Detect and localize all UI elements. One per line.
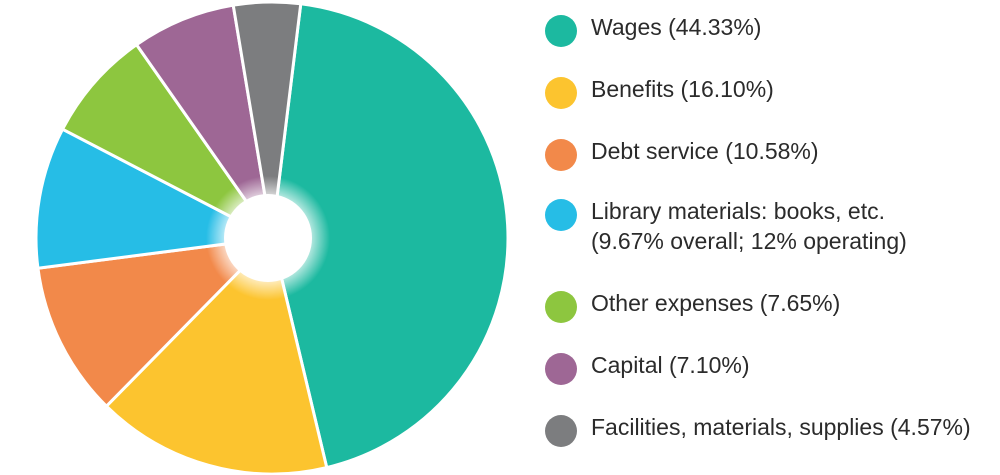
legend-item: Facilities, materials, supplies (4.57%) — [545, 412, 971, 447]
legend-swatch — [545, 353, 577, 385]
legend-item: Benefits (16.10%) — [545, 74, 774, 109]
legend-label-line: Library materials: books, etc. — [591, 198, 886, 224]
legend-swatch — [545, 415, 577, 447]
legend-label-line: Facilities, materials, supplies (4.57%) — [591, 414, 971, 440]
legend-item: Capital (7.10%) — [545, 350, 750, 385]
legend-swatch — [545, 77, 577, 109]
legend-label-line: Other expenses (7.65%) — [591, 290, 841, 316]
legend-label: Other expenses (7.65%) — [591, 288, 840, 318]
pie-slices — [34, 0, 510, 475]
legend-label-line: Benefits (16.10%) — [591, 76, 774, 102]
legend-label: Library materials: books, etc. (9.67% ove… — [591, 196, 907, 256]
legend-label-line: Capital (7.10%) — [591, 352, 750, 378]
pie-slice-5 — [134, 3, 274, 239]
legend-label: Benefits (16.10%) — [591, 74, 774, 104]
legend-label-line: Debt service (10.58%) — [591, 138, 819, 164]
legend-label: Wages (44.33%) — [591, 12, 761, 42]
legend-item: Other expenses (7.65%) — [545, 288, 840, 323]
legend-label-line: Wages (44.33%) — [591, 14, 762, 40]
pie-slice-2 — [36, 235, 277, 409]
legend-swatch — [545, 139, 577, 171]
legend-label: Debt service (10.58%) — [591, 136, 819, 166]
pie-slice-6 — [231, 0, 303, 239]
legend-item: Debt service (10.58%) — [545, 136, 819, 171]
legend-swatch — [545, 291, 577, 323]
legend-label: Capital (7.10%) — [591, 350, 750, 380]
legend-label: Facilities, materials, supplies (4.57%) — [591, 412, 971, 442]
donut-hole — [224, 194, 312, 282]
legend-swatch — [545, 199, 577, 231]
legend-label-line: (9.67% overall; 12% operating) — [591, 228, 907, 254]
pie-slice-4 — [60, 42, 274, 240]
pie-slice-0 — [270, 2, 510, 470]
legend-item: Library materials: books, etc. (9.67% ove… — [545, 196, 907, 256]
legend-item: Wages (44.33%) — [545, 12, 761, 47]
legend-swatch — [545, 15, 577, 47]
